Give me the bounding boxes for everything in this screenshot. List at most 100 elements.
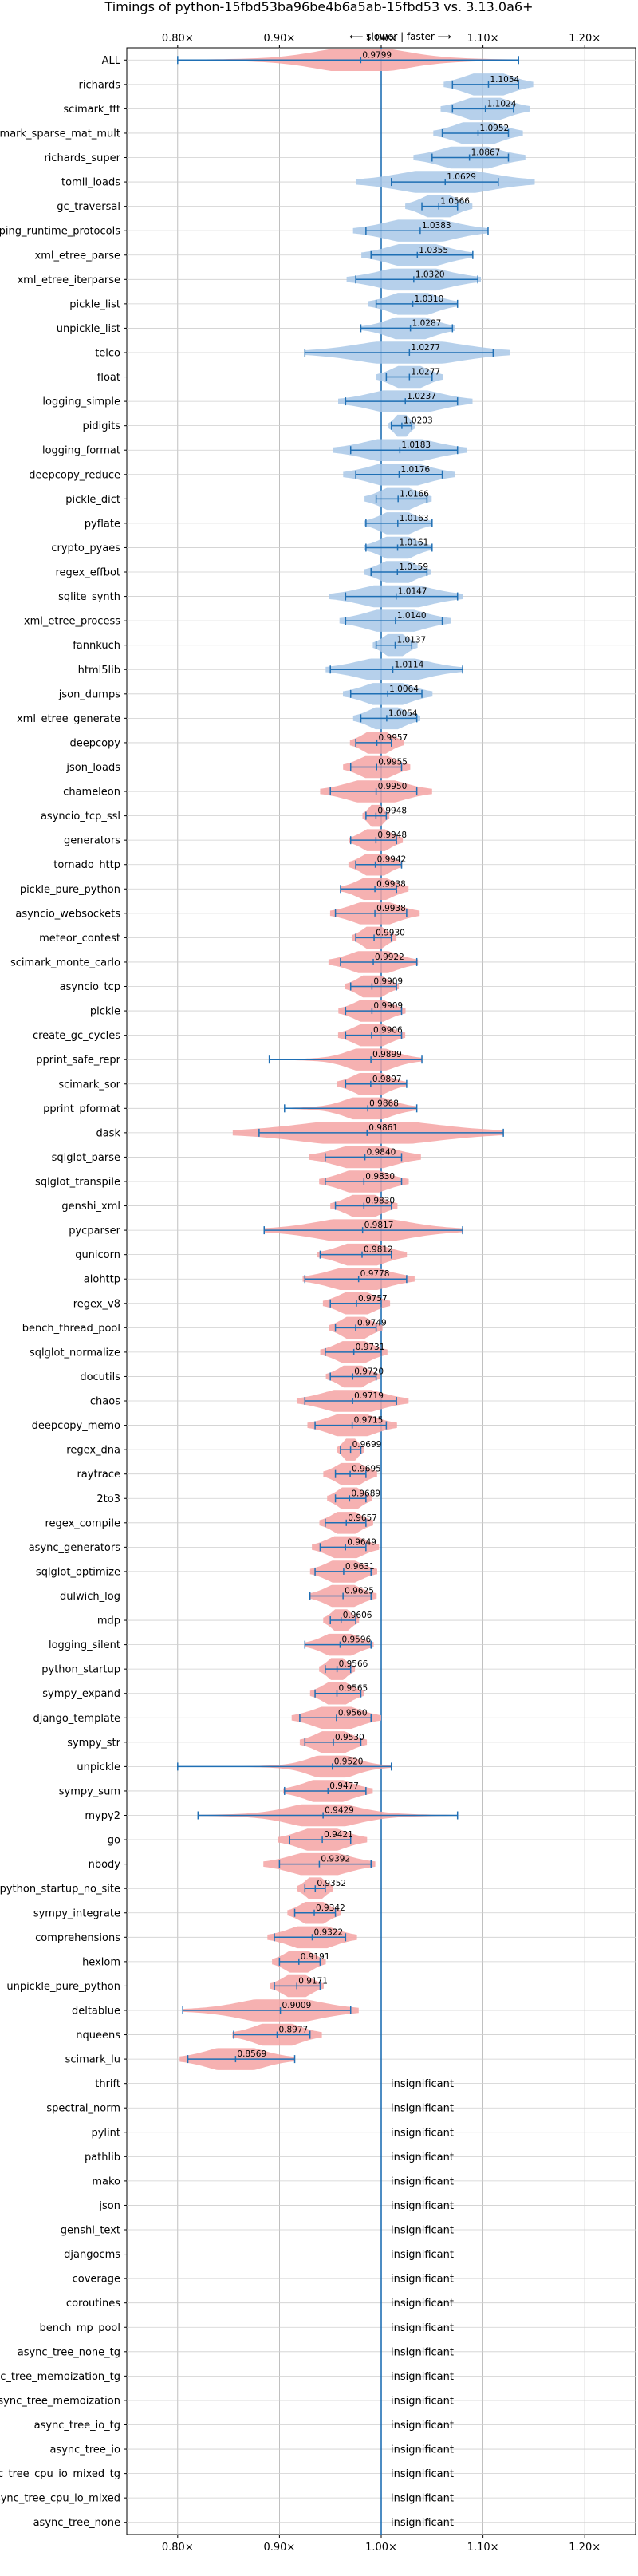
benchmark-label: gc_traversal [57,201,120,213]
benchmark-label: mako [92,2176,120,2187]
benchmark-label: sqlglot_parse [52,1152,120,1164]
benchmark-label: aiohttp [84,1274,120,1286]
benchmark-label: typing_runtime_protocols [0,226,120,238]
value-label: 0.9631 [345,1562,375,1572]
benchmark-label: deepcopy [69,737,120,749]
benchmark-label: go [108,1835,120,1847]
benchmark-label: raytrace [77,1469,120,1481]
benchmark-label: dulwich_log [60,1591,120,1603]
benchmark-label: sqlglot_transpile [35,1176,120,1188]
value-label: 1.0237 [407,392,436,401]
benchmark-label: 2to3 [96,1493,120,1505]
benchmark-label: telco [95,347,120,359]
benchmark-label: bench_thread_pool [22,1323,120,1335]
value-label: 0.9830 [365,1197,395,1206]
insignificant-label: insignificant [391,2371,454,2383]
benchmark-label: python_startup [41,1664,120,1676]
benchmark-label: generators [64,835,120,847]
benchmark-label: richards_super [44,152,120,164]
benchmark-label: pprint_pformat [43,1103,120,1115]
value-label: 0.9897 [372,1075,402,1084]
benchmark-label: deepcopy_reduce [29,469,120,481]
benchmark-label: logging_simple [42,396,120,408]
value-label: 1.0383 [422,221,451,231]
value-label: 1.0159 [399,562,428,572]
benchmark-label: xml_etree_process [24,616,120,628]
value-label: 1.0163 [400,514,429,523]
benchmark-label: async_tree_none_tg [18,2346,120,2358]
value-label: 0.9906 [373,1026,403,1036]
value-label: 0.9649 [347,1537,376,1547]
benchmark-label: genshi_text [61,2225,120,2237]
value-label: 1.0287 [412,318,442,328]
value-label: 1.0183 [401,440,431,450]
value-label: 0.9938 [376,904,406,913]
insignificant-label: insignificant [391,2346,454,2358]
insignificant-label: insignificant [391,2078,454,2090]
benchmark-label: meteor_contest [39,933,120,945]
x-tick-label-bottom: 1.00× [365,2542,397,2554]
value-label: 0.9868 [369,1099,399,1108]
benchmark-label: asyncio_websockets [15,908,120,920]
x-tick-label-top: 1.00× [365,33,397,45]
benchmark-label: scimark_monte_carlo [10,957,120,968]
value-label: 1.0137 [396,636,426,645]
benchmark-label: richards [79,79,121,91]
value-label: 0.9695 [352,1465,381,1474]
value-label: 1.0320 [415,270,445,279]
value-label: 1.0166 [400,489,429,499]
value-label: 1.0867 [471,148,501,158]
insignificant-label: insignificant [391,2249,454,2261]
benchmark-label: scimark_sparse_mat_mult [0,128,120,140]
benchmark-label: sympy_integrate [33,1907,120,1919]
value-label: 0.9955 [378,757,408,767]
benchmark-label: coroutines [66,2298,120,2310]
benchmark-label: unpickle_pure_python [6,1981,120,1993]
benchmark-label: genshi_xml [61,1201,120,1213]
value-label: 1.1054 [490,75,519,85]
value-label: 1.0310 [415,294,444,304]
insignificant-label: insignificant [391,2322,454,2334]
value-label: 0.9009 [282,2001,312,2010]
x-tick-label-bottom: 1.10× [467,2542,499,2554]
benchmark-label: deepcopy_memo [32,1420,120,1432]
value-label: 0.9429 [325,1806,354,1816]
benchmark-label: scimark_lu [65,2054,120,2066]
insignificant-label: insignificant [391,2420,454,2432]
benchmark-label: scimark_sor [58,1079,120,1091]
value-label: 1.0277 [411,343,440,353]
value-label: 0.9566 [339,1659,368,1669]
value-label: 0.9817 [364,1221,394,1230]
insignificant-label: insignificant [391,2395,454,2407]
value-label: 0.9957 [379,733,408,743]
value-label: 0.9625 [345,1586,374,1596]
value-label: 0.9392 [321,1855,350,1864]
value-label: 0.9950 [378,782,408,791]
benchmark-label: tomli_loads [61,177,120,189]
direction-hint: ⟵ slower | faster ⟶ [349,31,451,42]
x-tick-label-bottom: 0.80× [162,2542,194,2554]
value-label: 0.9171 [298,1976,328,1986]
value-label: 0.9840 [367,1147,396,1157]
benchmark-label: logging_silent [49,1639,120,1651]
benchmark-label: fannkuch [73,640,120,652]
benchmark-label: unpickle_list [57,323,120,335]
benchmark-label: async_tree_io [49,2444,120,2456]
insignificant-label: insignificant [391,2493,454,2505]
value-label: 0.9699 [352,1440,382,1450]
value-label: 0.9596 [341,1635,371,1645]
value-label: 0.9477 [329,1781,359,1791]
value-label: 0.9689 [351,1489,380,1498]
benchmark-label: bench_mp_pool [39,2322,120,2334]
value-label: 0.9757 [358,1294,388,1304]
value-label: 1.0277 [411,368,440,377]
value-label: 1.0355 [419,246,448,255]
benchmark-label: djangocms [64,2249,120,2261]
benchmark-label: async_tree_memoization_tg [0,2371,120,2383]
benchmark-label: pylint [91,2127,120,2139]
benchmark-label: chaos [90,1396,120,1408]
benchmark-label: json_dumps [58,688,120,700]
benchmark-label: xml_etree_iterparse [17,274,120,286]
value-label: 1.0147 [398,587,427,597]
x-tick-label-top: 0.90× [263,33,295,45]
